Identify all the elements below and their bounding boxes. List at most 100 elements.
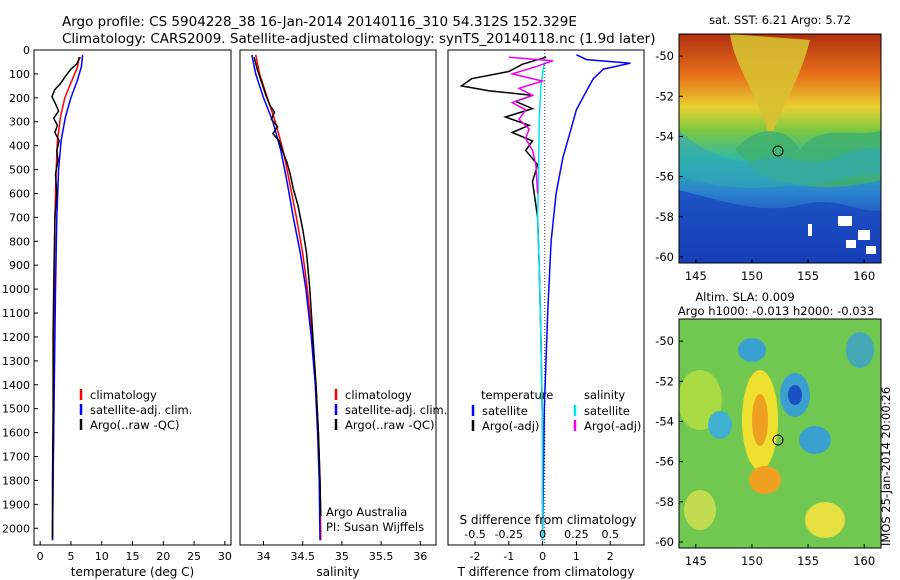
- legend-label: satellite: [584, 404, 630, 418]
- sla-argo-marker: [772, 434, 784, 446]
- series-line: [253, 57, 322, 517]
- sst-warm-tongue: [730, 34, 810, 140]
- sst-gap-5: [808, 224, 812, 236]
- depth-tick-label: 800: [9, 235, 30, 248]
- legend-label: Argo(..raw -QC): [90, 418, 180, 432]
- s-diff-tick-label: -0.25: [495, 528, 523, 541]
- depth-tick-label: 1400: [2, 379, 30, 392]
- depth-tick-label: 200: [9, 92, 30, 105]
- lat-tick-label: -52: [655, 374, 674, 388]
- depth-tick-label: 900: [9, 259, 30, 272]
- legend-label: climatology: [345, 388, 412, 402]
- series-line: [541, 54, 631, 541]
- s-diff-tick-label: -0.5: [464, 528, 485, 541]
- lat-tick-label: -54: [655, 129, 674, 143]
- temperature-panel: 0100200300400500600700800900100011001200…: [2, 44, 232, 579]
- depth-tick-label: 1800: [2, 474, 30, 487]
- sla-anomaly-11: [846, 332, 874, 368]
- sla-anomaly-3: [752, 394, 768, 446]
- s-diff-tick-label: 0: [539, 528, 546, 541]
- legend-label: satellite-adj. clim.: [345, 403, 447, 417]
- lon-tick-label: 155: [797, 554, 819, 568]
- x-tick-label: -1: [503, 550, 514, 563]
- difference-xlabel-top: S difference from climatology: [460, 513, 637, 527]
- sla-anomaly-5: [788, 385, 802, 405]
- lat-tick-label: -60: [655, 535, 674, 549]
- lon-tick-label: 150: [741, 269, 763, 283]
- lat-tick-label: -50: [655, 49, 674, 63]
- lat-tick-label: -58: [655, 210, 674, 224]
- s-diff-tick-label: 0.25: [564, 528, 589, 541]
- depth-tick-label: 1100: [2, 307, 30, 320]
- legend-label: Argo(..raw -QC): [345, 418, 435, 432]
- legend-header-temperature: temperature: [481, 388, 553, 402]
- sla-map-title-2: Argo h1000: -0.013 h2000: -0.033: [678, 304, 874, 318]
- legend-label: Argo(-adj): [482, 419, 539, 433]
- series-line: [251, 54, 321, 541]
- x-tick-label: 5: [67, 550, 74, 563]
- salinity-annotation-1: Argo Australia: [326, 505, 407, 519]
- x-tick-label: 15: [126, 550, 140, 563]
- series-line: [508, 56, 554, 194]
- x-tick-label: 25: [187, 550, 201, 563]
- sst-map-frame: [678, 33, 882, 264]
- difference-panel: -2 -1 0 1 2 temperature salinity satellite Argo…: [447, 49, 645, 579]
- x-tick-label: 36: [413, 550, 427, 563]
- lon-tick-label: 155: [797, 269, 819, 283]
- sst-gap-1: [838, 216, 852, 226]
- lon-tick-label: 150: [741, 554, 763, 568]
- legend-label: satellite-adj. clim.: [90, 403, 192, 417]
- sla-map-title-1: Altim. SLA: 0.009: [695, 290, 794, 304]
- series-line: [51, 54, 84, 541]
- lon-tick-label: 160: [853, 269, 875, 283]
- depth-tick-label: 700: [9, 211, 30, 224]
- x-tick-label: 34.5: [290, 550, 315, 563]
- sst-gap-3: [846, 240, 856, 248]
- lon-tick-label: 145: [685, 554, 707, 568]
- temperature-xlabel: temperature (deg C): [71, 565, 194, 579]
- x-tick-label: -2: [470, 550, 481, 563]
- lat-tick-label: -50: [655, 334, 674, 348]
- sla-map: [679, 319, 881, 548]
- sla-anomaly-8: [799, 426, 831, 454]
- salinity-panel: 34 34.5 35 35.5 36 climatologysatellite-adj.…: [239, 49, 447, 579]
- difference-plot-frame: [447, 49, 645, 546]
- lat-tick-label: -54: [655, 414, 674, 428]
- x-tick-label: 1: [573, 550, 580, 563]
- header-line-2: Climatology: CARS2009. Satellite-adjuste…: [62, 31, 655, 47]
- salinity-plot-frame: [239, 49, 437, 546]
- series-line: [536, 61, 546, 541]
- x-tick-label: 0: [37, 550, 44, 563]
- depth-tick-label: 2000: [2, 522, 30, 535]
- lat-tick-label: -58: [655, 495, 674, 509]
- depth-tick-label: 1600: [2, 427, 30, 440]
- sst-front: [679, 130, 881, 188]
- sla-anomaly-1: [679, 370, 722, 430]
- sla-map-frame: [678, 318, 882, 549]
- sst-argo-marker: [772, 145, 784, 157]
- depth-tick-label: 1300: [2, 355, 30, 368]
- sla-anomaly-9: [749, 466, 781, 494]
- depth-tick-label: 0: [23, 44, 30, 57]
- depth-tick-label: 1000: [2, 283, 30, 296]
- lat-tick-label: -60: [655, 250, 674, 264]
- x-tick-label: 35.5: [369, 550, 394, 563]
- x-tick-label: 2: [607, 550, 614, 563]
- x-tick-label: 10: [95, 550, 109, 563]
- depth-tick-label: 1700: [2, 451, 30, 464]
- header-line-1: Argo profile: CS 5904228_38 16-Jan-2014 …: [62, 14, 577, 30]
- sla-anomaly-12: [684, 490, 716, 530]
- legend-header-salinity: salinity: [584, 388, 625, 402]
- salinity-annotation-2: PI: Susan Wijffels: [326, 520, 424, 534]
- depth-tick-label: 1900: [2, 498, 30, 511]
- depth-tick-label: 1500: [2, 403, 30, 416]
- depth-tick-label: 1200: [2, 331, 30, 344]
- series-line: [51, 56, 81, 538]
- legend-label: climatology: [90, 388, 157, 402]
- sla-anomaly-6: [708, 411, 732, 439]
- series-line: [459, 56, 547, 541]
- lat-tick-label: -56: [655, 455, 674, 469]
- lat-tick-label: -52: [655, 89, 674, 103]
- depth-tick-label: 500: [9, 164, 30, 177]
